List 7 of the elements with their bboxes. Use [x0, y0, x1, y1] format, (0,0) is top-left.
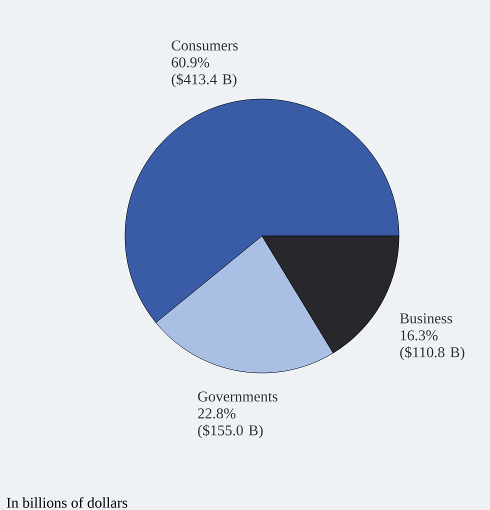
data-label: 60.9% ($413.4 B) [172, 57, 236, 88]
text: In billions of dollars [6, 497, 128, 508]
slice-label: Business [400, 313, 452, 324]
slice-label: Consumers [172, 40, 238, 50]
slice-label: Governments [198, 391, 278, 402]
data-label: 16.3% ($110.8 B) [400, 330, 464, 360]
data-label: 22.8% ($155.0 B) [198, 408, 263, 438]
